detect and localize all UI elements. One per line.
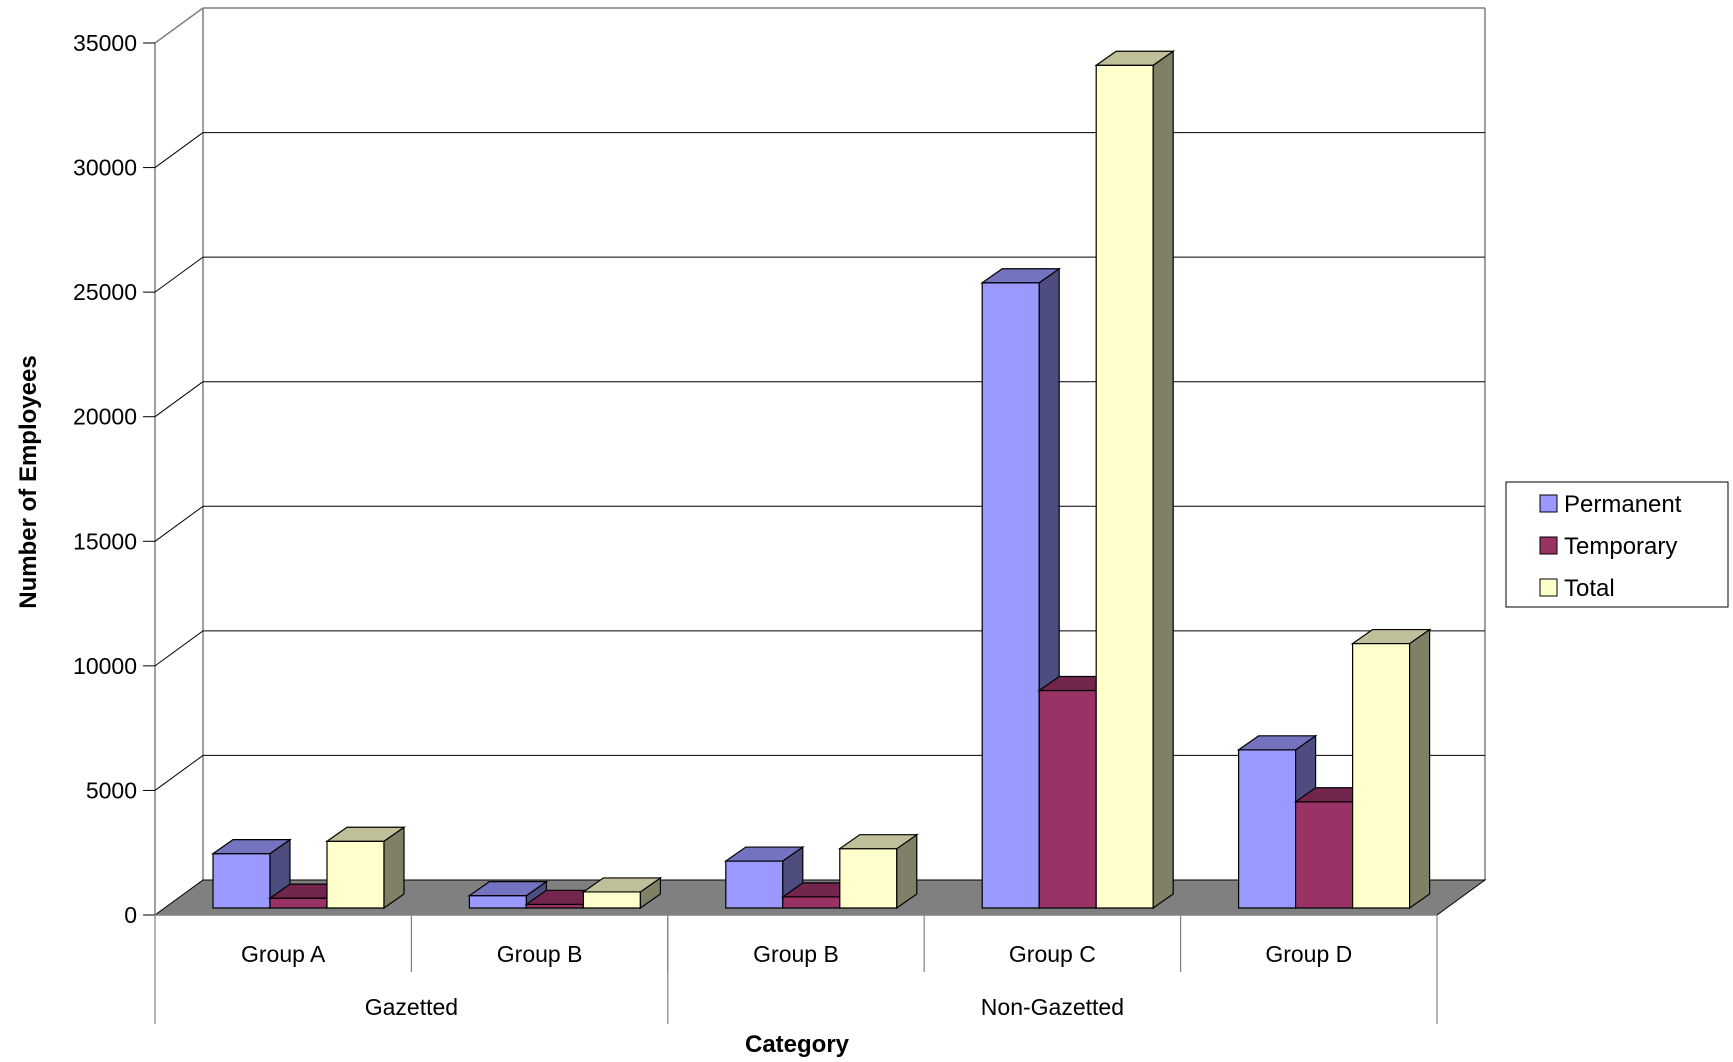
y-axis: 0 5000 10000 15000 20000 25000 30000 35000 [73, 30, 155, 928]
chart-bars [211, 50, 1432, 910]
bar-top-total [1350, 628, 1432, 645]
bar-front-total [839, 848, 898, 909]
bar-top-total [325, 826, 406, 842]
bar-front-total [1095, 64, 1154, 909]
gridline-diagonal [154, 755, 204, 791]
legend-swatch-total [1539, 578, 1558, 597]
legend-label-total: Total [1564, 575, 1615, 602]
y-tick-label: 25000 [73, 279, 137, 305]
y-tick-label: 5000 [86, 777, 137, 803]
bar-front-permanent [212, 853, 271, 909]
x-category-label: Group A [241, 941, 326, 967]
gridline-diagonal [154, 630, 204, 667]
x-category-label: Group B [753, 941, 839, 967]
bar-top-permanent [467, 881, 549, 897]
bar-top-permanent [980, 268, 1062, 284]
bar-front-total [1351, 642, 1411, 909]
gridline-diagonal [154, 505, 204, 542]
x-axis-title: Category [745, 1031, 850, 1058]
bar-front-temporary [1294, 801, 1354, 909]
legend-label-temporary: Temporary [1564, 533, 1677, 560]
bar-front-temporary [782, 896, 841, 909]
bar-side-total [1408, 628, 1431, 910]
bar-front-permanent [981, 282, 1040, 909]
chart-walls [154, 7, 1486, 915]
bar-front-temporary [1038, 689, 1097, 909]
bar-top-permanent [1236, 735, 1318, 751]
y-tick-label: 20000 [73, 404, 137, 430]
bar-side-total [1152, 50, 1174, 910]
y-tick-label: 0 [124, 902, 137, 928]
bar-front-permanent [725, 860, 784, 909]
x-category-label: Group C [1009, 941, 1096, 967]
bar-top-total [581, 877, 663, 893]
bar-top-permanent [723, 846, 805, 862]
x-group-label: Gazetted [365, 994, 458, 1020]
y-tick-label: 30000 [73, 155, 137, 181]
bar-front-permanent [1237, 749, 1297, 909]
gridline-diagonal [154, 132, 204, 168]
x-category-label: Group B [497, 941, 583, 967]
x-group-label: Non-Gazetted [981, 994, 1124, 1020]
legend-swatch-temporary [1539, 536, 1558, 555]
bar-front-total [326, 840, 385, 909]
bar-top-permanent [211, 839, 292, 855]
legend-label-permanent: Permanent [1564, 491, 1682, 518]
bar-top-total [1094, 50, 1176, 66]
wall-top-diagonal [154, 7, 204, 44]
legend: Permanent Temporary Total [1505, 481, 1729, 608]
bar-top-total [837, 834, 919, 850]
bar-front-total [582, 891, 642, 909]
gridline-diagonal [154, 256, 204, 293]
y-tick-label: 35000 [73, 30, 137, 56]
x-axis: Group A Group B Group B Group C Group D Gazet… [154, 914, 1438, 1024]
x-category-label: Group D [1265, 941, 1352, 967]
bar-front-permanent [468, 895, 528, 909]
bar-front-temporary [269, 897, 328, 909]
y-tick-label: 10000 [73, 653, 137, 679]
gridline-diagonal [154, 381, 204, 418]
y-axis-title: Number of Employees [15, 355, 42, 608]
legend-swatch-permanent [1539, 494, 1558, 513]
y-tick-label: 15000 [73, 528, 137, 554]
